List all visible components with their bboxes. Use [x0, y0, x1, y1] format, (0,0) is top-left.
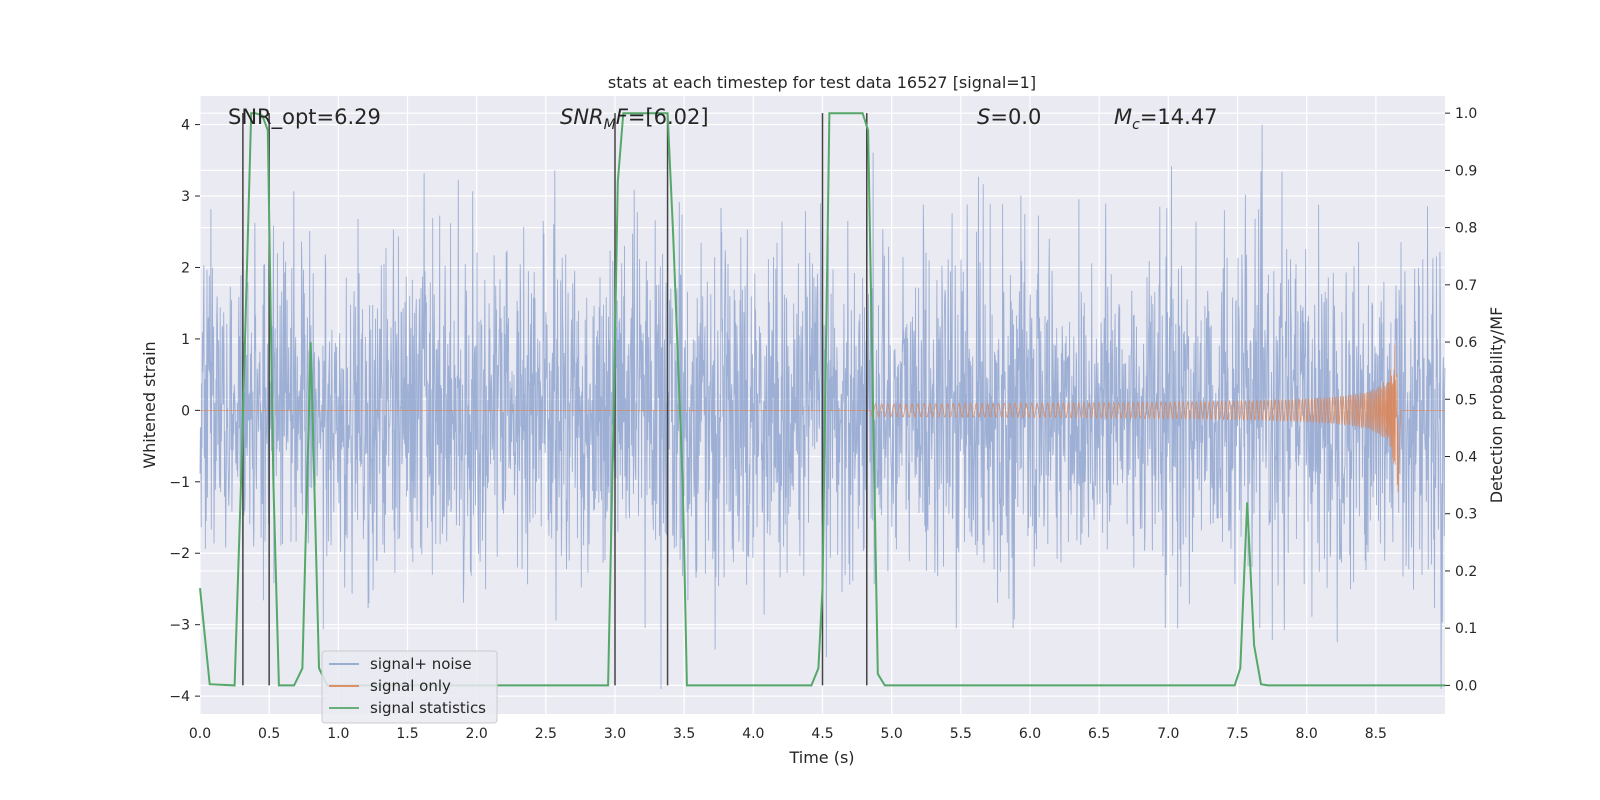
x-tick-label: 7.0 [1157, 726, 1179, 742]
y-tick-label: 3 [181, 189, 190, 205]
mc-main: M [1114, 105, 1132, 129]
y-right-tick-label: 0.8 [1455, 221, 1477, 237]
signal-statistics-series [199, 112, 1445, 687]
annotation-mc: Mc=14.47 [1114, 105, 1218, 133]
annotation-snr-mf: SNRMF=[6.02] [560, 105, 709, 133]
x-tick-label: 7.5 [1226, 726, 1248, 742]
annotation-s: S=0.0 [977, 105, 1041, 129]
y-tick-label: −4 [169, 689, 190, 705]
snr-mf-sub: M [604, 117, 616, 133]
x-tick-label: 8.5 [1365, 726, 1387, 742]
signal-statistics-line [199, 112, 1445, 687]
x-tick-label: 8.0 [1296, 726, 1318, 742]
legend-box [321, 650, 498, 724]
x-axis-ticks: 0.0 0.5 1.0 1.5 2.0 2.5 3.0 3.5 4.0 4.5 5.0 5.5 6.0 6… [189, 726, 1387, 742]
x-tick-label: 2.0 [466, 726, 488, 742]
y-axis-label: Whitened strain [140, 341, 159, 468]
y-axis-right-label: Detection probability/MF [1487, 307, 1506, 504]
snr-mf-rest: =[6.02] [628, 105, 709, 129]
y-right-tick-label: 0.2 [1455, 564, 1477, 580]
y-right-tick-label: 0.4 [1455, 450, 1477, 466]
y-right-tick-label: 0.9 [1455, 163, 1477, 179]
s-main: S [977, 105, 990, 129]
legend-label-signal: signal only [370, 677, 451, 695]
y-right-tick-label: 0.7 [1455, 278, 1477, 294]
legend-label-noise: signal+ noise [370, 655, 472, 673]
annotation-snr-opt: SNR_opt=6.29 [228, 105, 381, 130]
y-right-tick-label: 0.1 [1455, 621, 1477, 637]
y-right-tick-label: 0.3 [1455, 507, 1477, 523]
mc-rest: =14.47 [1140, 105, 1218, 129]
y-tick-label: −1 [169, 475, 190, 491]
x-tick-label: 1.5 [396, 726, 418, 742]
x-tick-label: 1.0 [327, 726, 349, 742]
y-right-tick-label: 1.0 [1455, 106, 1477, 122]
legend-label-stat: signal statistics [370, 699, 486, 717]
y-right-tick-label: 0.6 [1455, 335, 1477, 351]
x-tick-label: 3.0 [604, 726, 626, 742]
y-tick-label: 2 [181, 260, 190, 276]
legend: signal+ noise signal only signal statist… [321, 650, 498, 724]
y-tick-label: 1 [181, 332, 190, 348]
x-tick-label: 2.5 [535, 726, 557, 742]
snr-mf-rest-f: F [616, 105, 629, 129]
x-tick-label: 5.5 [950, 726, 972, 742]
signal-only-series [200, 345, 1445, 493]
y-right-tick-label: 0.0 [1455, 678, 1477, 694]
x-tick-label: 4.5 [811, 726, 833, 742]
x-tick-label: 6.5 [1088, 726, 1110, 742]
x-tick-label: 0.0 [189, 726, 211, 742]
y-tick-label: −3 [169, 618, 190, 634]
x-tick-label: 0.5 [258, 726, 280, 742]
x-axis-label: Time (s) [788, 748, 854, 767]
x-tick-label: 4.0 [742, 726, 764, 742]
x-tick-label: 3.5 [673, 726, 695, 742]
x-tick-label: 5.0 [881, 726, 903, 742]
mc-sub: c [1132, 117, 1140, 133]
y-axis-ticks: 4 3 2 1 0 −1 −2 −3 −4 [169, 118, 200, 705]
y-tick-label: 4 [181, 118, 190, 134]
y-axis-right-ticks: 1.0 0.9 0.8 0.7 0.6 0.5 0.4 0.3 0.2 0.1 0.0 [1445, 106, 1477, 694]
x-tick-label: 6.0 [1019, 726, 1041, 742]
y-right-tick-label: 0.5 [1455, 392, 1477, 408]
signal-only-line [200, 345, 1445, 493]
chart-title: stats at each timestep for test data 165… [608, 73, 1036, 92]
snr-mf-main: SNR [560, 105, 604, 129]
s-rest: =0.0 [990, 105, 1041, 129]
y-tick-label: 0 [181, 403, 190, 419]
y-tick-label: −2 [169, 546, 190, 562]
